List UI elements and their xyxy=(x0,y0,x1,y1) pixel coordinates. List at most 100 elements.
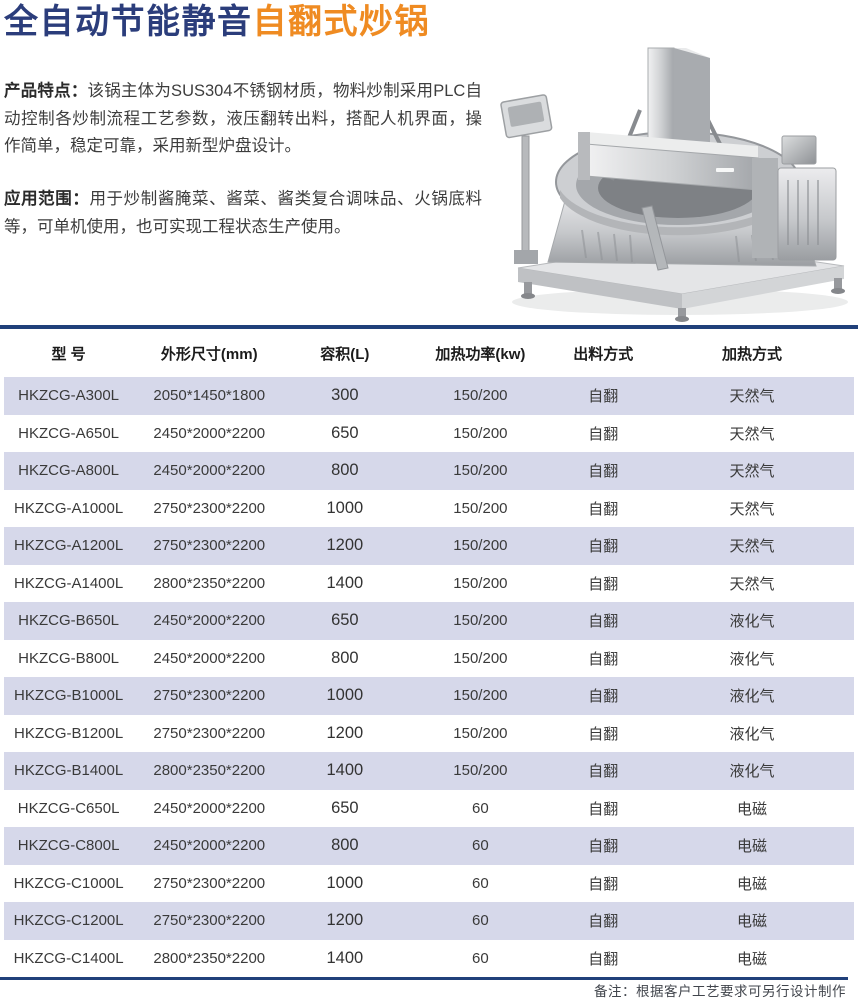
cell-discharge: 自翻 xyxy=(588,463,619,481)
cell-discharge: 自翻 xyxy=(588,950,619,968)
cell-model: HKZCG-C1200L xyxy=(13,912,124,930)
col-header-heating: 加热方式 xyxy=(721,345,782,363)
col-header-capacity: 容积(L) xyxy=(320,345,370,363)
table-row: HKZCG-C800L 2450*2000*2200 800 60 自翻 电磁 xyxy=(4,827,854,865)
col-header-dimensions: 外形尺寸(mm) xyxy=(160,345,258,363)
footer-note: 备注：根据客户工艺要求可另行设计制作 xyxy=(594,984,846,999)
cell-model: HKZCG-B1400L xyxy=(13,762,124,780)
table-row: HKZCG-A1400L 2800*2350*2200 1400 150/200 自翻 天… xyxy=(4,565,854,603)
cell-discharge: 自翻 xyxy=(588,425,619,443)
cell-power: 150/200 xyxy=(453,462,508,480)
cell-discharge: 自翻 xyxy=(588,650,619,668)
table-row: HKZCG-A650L 2450*2000*2200 650 150/200 自翻 天然气 xyxy=(4,415,854,453)
cell-capacity: 650 xyxy=(331,423,359,442)
cell-heating: 电磁 xyxy=(736,913,767,931)
cell-heating: 天然气 xyxy=(729,463,775,481)
cell-power: 60 xyxy=(472,949,489,967)
features-paragraph: 产品特点：该锅主体为SUS304不锈钢材质，物料炒制采用PLC自动控制各炒制流程… xyxy=(4,78,482,161)
cell-dimensions: 2750*2300*2200 xyxy=(153,687,266,705)
cell-model: HKZCG-A650L xyxy=(18,424,120,442)
cell-capacity: 1000 xyxy=(326,686,364,705)
table-bottom-rule xyxy=(0,977,848,980)
cell-dimensions: 2450*2000*2200 xyxy=(153,837,266,855)
cell-discharge: 自翻 xyxy=(588,688,619,706)
cell-heating: 液化气 xyxy=(729,613,775,631)
cell-dimensions: 2050*1450*1800 xyxy=(153,387,266,405)
cell-discharge: 自翻 xyxy=(588,838,619,856)
cell-model: HKZCG-C1400L xyxy=(13,949,124,967)
cell-capacity: 300 xyxy=(331,386,359,405)
cell-capacity: 800 xyxy=(331,836,359,855)
cell-discharge: 自翻 xyxy=(588,763,619,781)
cell-power: 60 xyxy=(472,874,489,892)
cell-discharge: 自翻 xyxy=(588,875,619,893)
cell-power: 150/200 xyxy=(453,424,508,442)
col-header-discharge: 出料方式 xyxy=(573,345,634,363)
cell-discharge: 自翻 xyxy=(588,800,619,818)
cell-capacity: 1000 xyxy=(326,873,364,892)
cell-power: 150/200 xyxy=(453,687,508,705)
cell-dimensions: 2450*2000*2200 xyxy=(153,799,266,817)
cell-model: HKZCG-A1400L xyxy=(13,574,124,592)
cell-dimensions: 2450*2000*2200 xyxy=(153,612,266,630)
cell-heating: 电磁 xyxy=(736,950,767,968)
application-label: 应用范围： xyxy=(4,190,90,209)
table-row: HKZCG-B1000L 2750*2300*2200 1000 150/200 自翻 液… xyxy=(4,677,854,715)
cell-heating: 电磁 xyxy=(736,875,767,893)
spec-table: 型 号 外形尺寸(mm) 容积(L) 加热功率(kw) 出料方式 加热方式 HK… xyxy=(0,325,858,980)
cell-dimensions: 2450*2000*2200 xyxy=(153,424,266,442)
cell-power: 150/200 xyxy=(453,724,508,742)
table-row: HKZCG-C650L 2450*2000*2200 650 60 自翻 电磁 xyxy=(4,790,854,828)
intro-section: 产品特点：该锅主体为SUS304不锈钢材质，物料炒制采用PLC自动控制各炒制流程… xyxy=(4,78,482,267)
cell-dimensions: 2750*2300*2200 xyxy=(153,724,266,742)
cell-dimensions: 2800*2350*2200 xyxy=(153,574,266,592)
cell-capacity: 1400 xyxy=(326,573,364,592)
cell-model: HKZCG-A800L xyxy=(18,462,120,480)
table-row: HKZCG-C1000L 2750*2300*2200 1000 60 自翻 电磁 xyxy=(4,865,854,903)
cell-power: 150/200 xyxy=(453,649,508,667)
cell-power: 150/200 xyxy=(453,574,508,592)
table-row: HKZCG-B650L 2450*2000*2200 650 150/200 自翻 液化气 xyxy=(4,602,854,640)
cell-heating: 液化气 xyxy=(729,763,775,781)
cell-capacity: 650 xyxy=(331,611,359,630)
features-label: 产品特点： xyxy=(4,82,88,100)
cell-capacity: 1200 xyxy=(326,723,364,742)
cell-capacity: 800 xyxy=(331,648,359,667)
cell-heating: 液化气 xyxy=(729,688,775,706)
table-row: HKZCG-B1200L 2750*2300*2200 1200 150/200 自翻 液… xyxy=(4,715,854,753)
cell-capacity: 800 xyxy=(331,461,359,480)
table-row: HKZCG-A1200L 2750*2300*2200 1200 150/200 自翻 天… xyxy=(4,527,854,565)
cell-model: HKZCG-A1000L xyxy=(13,499,124,517)
cooking-machine-image xyxy=(500,47,848,322)
cell-discharge: 自翻 xyxy=(588,725,619,743)
page-title-orange-part: 自翻式炒锅 xyxy=(252,3,430,41)
cell-power: 150/200 xyxy=(453,762,508,780)
cell-heating: 天然气 xyxy=(729,538,775,556)
application-paragraph: 应用范围：用于炒制酱腌菜、酱菜、酱类复合调味品、火锅底料等，可单机使用，也可实现… xyxy=(4,186,482,241)
cell-discharge: 自翻 xyxy=(588,500,619,518)
features-text: 该锅主体为SUS304不锈钢材质，物料炒制采用PLC自动控制各炒制流程工艺参数，… xyxy=(4,82,482,156)
cell-dimensions: 2450*2000*2200 xyxy=(153,649,266,667)
table-row: HKZCG-B1400L 2800*2350*2200 1400 150/200 自翻 液… xyxy=(4,752,854,790)
page-title: 全自动节能静音自翻式炒锅 xyxy=(0,0,858,41)
cell-heating: 电磁 xyxy=(736,800,767,818)
cell-capacity: 1200 xyxy=(326,536,364,555)
cell-capacity: 1400 xyxy=(326,948,364,967)
cell-capacity: 650 xyxy=(331,798,359,817)
cell-dimensions: 2750*2300*2200 xyxy=(153,499,266,517)
cell-power: 150/200 xyxy=(453,537,508,555)
table-row: HKZCG-A800L 2450*2000*2200 800 150/200 自翻 天然气 xyxy=(4,452,854,490)
table-row: HKZCG-C1200L 2750*2300*2200 1200 60 自翻 电磁 xyxy=(4,902,854,940)
cell-model: HKZCG-C650L xyxy=(17,799,120,817)
cell-power: 60 xyxy=(472,799,489,817)
cell-discharge: 自翻 xyxy=(588,388,619,406)
cell-heating: 电磁 xyxy=(736,838,767,856)
cell-dimensions: 2800*2350*2200 xyxy=(153,762,266,780)
cell-capacity: 1200 xyxy=(326,911,364,930)
cell-model: HKZCG-B1200L xyxy=(13,724,124,742)
cell-heating: 液化气 xyxy=(729,725,775,743)
cell-heating: 天然气 xyxy=(729,575,775,593)
page-title-navy-part: 全自动节能静音 xyxy=(4,3,253,41)
cell-power: 150/200 xyxy=(453,612,508,630)
